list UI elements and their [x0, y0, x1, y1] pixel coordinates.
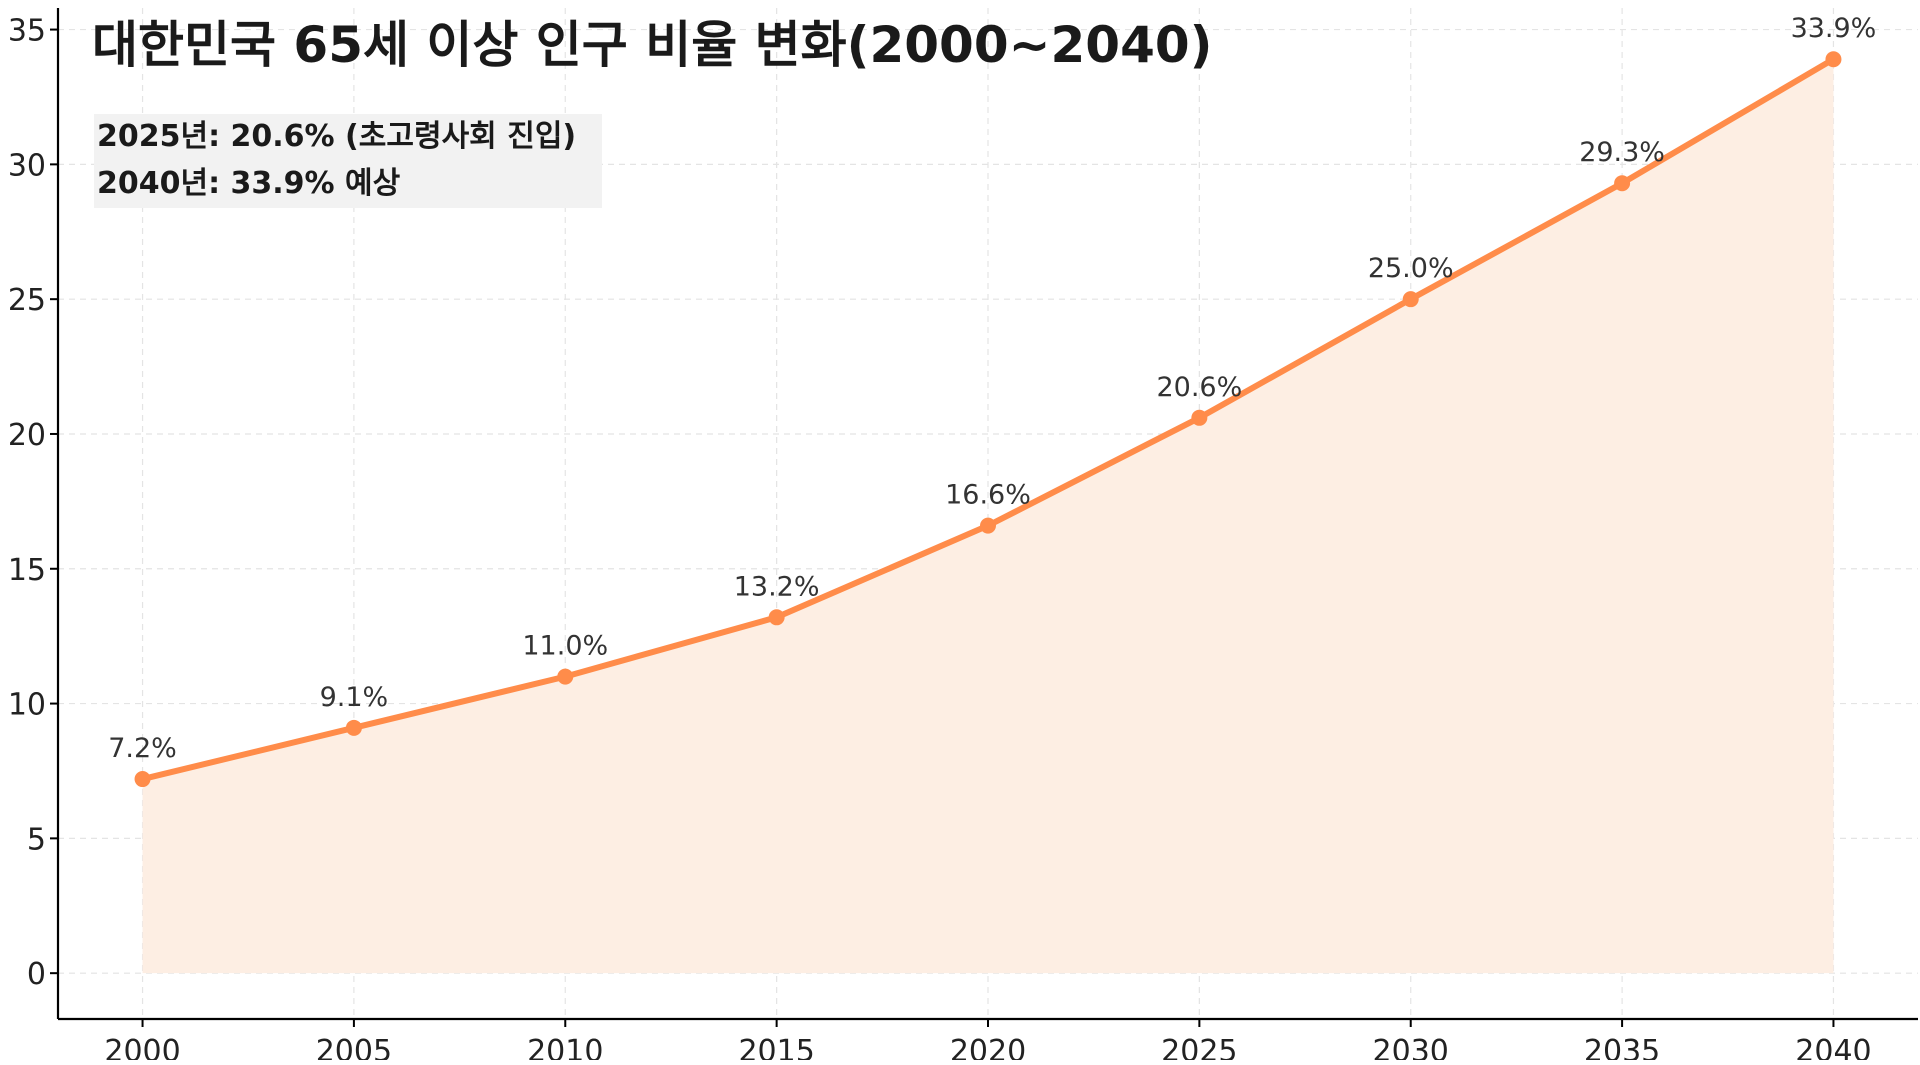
y-tick-label: 0: [27, 957, 46, 992]
data-point: [768, 609, 785, 626]
x-tick-label: 2010: [527, 1034, 603, 1060]
data-label: 9.1%: [320, 682, 389, 713]
x-tick-label: 2025: [1161, 1034, 1237, 1060]
data-label: 13.2%: [734, 571, 820, 602]
y-tick-label: 25: [8, 283, 46, 318]
data-label: 33.9%: [1791, 13, 1877, 44]
x-tick-label: 2005: [316, 1034, 392, 1060]
data-label: 16.6%: [945, 480, 1031, 511]
x-tick-label: 2000: [104, 1034, 180, 1060]
data-points: [134, 51, 1842, 788]
data-point: [1614, 175, 1631, 192]
x-tick-label: 2020: [950, 1034, 1026, 1060]
annotation-box: 2025년: 20.6% (초고령사회 진입) 2040년: 33.9% 예상: [94, 114, 602, 208]
annotation-line-1: 2025년: 20.6% (초고령사회 진입): [97, 119, 576, 154]
annotation-box-background: [94, 114, 602, 208]
data-point: [345, 719, 362, 736]
data-point: [1825, 51, 1842, 68]
y-tick-label: 35: [8, 14, 46, 49]
y-tick-label: 10: [8, 688, 46, 723]
y-tick-label: 15: [8, 553, 46, 588]
data-point: [134, 771, 151, 788]
data-point: [980, 517, 996, 534]
y-tick-label: 5: [27, 822, 46, 857]
data-labels: 7.2% 9.1% 11.0% 13.2% 16.6% 20.6% 25.0% 29.3% 33…: [108, 13, 1876, 764]
data-point: [1191, 409, 1208, 426]
y-tick-label: 30: [8, 148, 46, 183]
data-label: 20.6%: [1156, 372, 1242, 403]
data-point: [557, 668, 574, 685]
data-label: 7.2%: [108, 733, 177, 764]
data-label: 11.0%: [522, 631, 608, 662]
x-tick-label: 2040: [1795, 1034, 1871, 1060]
axes: [50, 8, 1918, 1027]
chart-title: 대한민국 65세 이상 인구 비율 변화(2000~2040): [92, 16, 1213, 74]
x-tick-label: 2015: [738, 1034, 814, 1060]
x-tick-label: 2030: [1373, 1034, 1449, 1060]
y-tick-label: 20: [8, 418, 46, 453]
data-point: [1402, 291, 1419, 308]
x-tick-label: 2035: [1584, 1034, 1660, 1060]
data-label: 29.3%: [1579, 137, 1665, 168]
area-fill-layer: [142, 59, 1834, 974]
data-label: 25.0%: [1368, 253, 1454, 284]
area-fill: [142, 59, 1834, 974]
annotation-line-2: 2040년: 33.9% 예상: [97, 166, 401, 201]
